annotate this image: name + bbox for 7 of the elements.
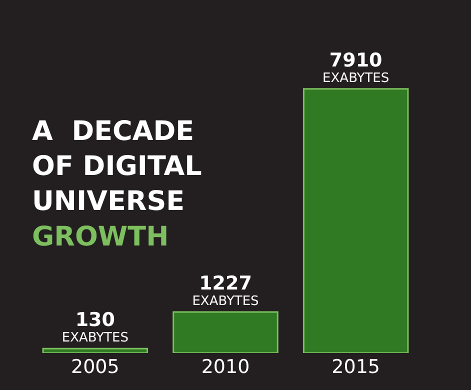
data-label: 130 EXABYTES xyxy=(62,309,128,346)
data-label: 7910 EXABYTES xyxy=(322,49,390,86)
text: A DECADE OF DIGITAL UNIVERSE GROWTH xyxy=(32,116,202,252)
data-label: 1227 EXABYTES xyxy=(192,272,259,310)
x-tick-label: 2015 xyxy=(332,356,380,378)
x-tick-label: 2005 xyxy=(70,356,120,378)
x-tick-label: 2010 xyxy=(201,356,250,378)
